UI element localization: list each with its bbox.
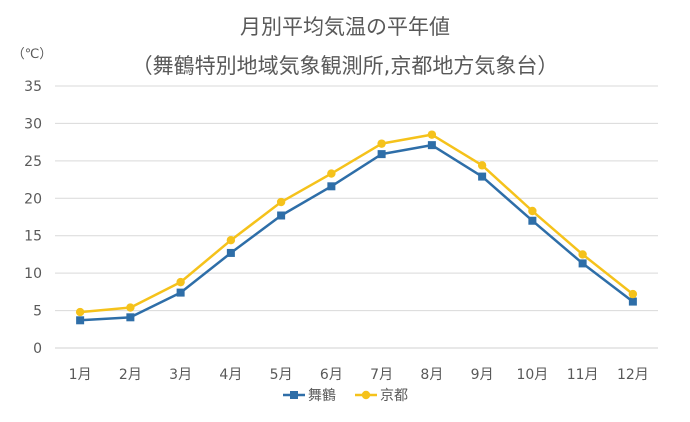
x-tick-label: 7月 [370,367,393,383]
y-tick-label: 0 [33,341,42,357]
legend-item: 京都 [355,388,408,404]
legend-item: 舞鶴 [283,387,336,404]
data-point [176,277,185,287]
data-point [76,316,85,325]
data-point [578,250,587,259]
y-tick-label: 15 [24,229,42,245]
data-point [226,248,235,257]
series-layer [75,130,638,325]
y-tick-label: 20 [24,191,42,207]
legend-marker [290,391,298,399]
data-point [528,216,537,225]
data-point [628,297,637,306]
y-axis-ticks: 0 5 10 15 20 25 30 35 [24,79,42,357]
data-point [277,211,286,220]
data-point [477,161,487,170]
data-point [327,169,336,178]
series-1 [76,141,637,325]
x-tick-label: 8月 [420,367,443,383]
data-point [176,288,185,297]
data-point [126,313,135,322]
y-tick-label: 35 [24,79,42,95]
data-point [528,206,537,216]
data-point [578,259,587,268]
x-axis-ticks: 1月 2月 3月 4月 5月 6月 7月 8月 9月 10月 11月 12月 [69,367,649,383]
x-tick-label: 4月 [219,367,242,383]
legend-label: 舞鶴 [308,387,336,404]
legend-label: 京都 [380,388,408,404]
x-tick-label: 9月 [471,367,494,383]
data-point [427,141,436,150]
data-point [276,197,286,207]
data-point [327,182,336,191]
chart-subtitle: （舞鶴特別地域気象観測所,京都地方気象台） [132,54,559,78]
x-tick-label: 3月 [169,367,192,383]
x-tick-label: 12月 [617,367,649,383]
data-point [628,289,638,299]
data-point [427,130,437,139]
x-tick-label: 10月 [516,367,548,383]
x-tick-label: 1月 [69,367,92,383]
y-tick-label: 5 [33,304,42,320]
y-tick-label: 10 [24,266,42,282]
x-tick-label: 11月 [567,367,599,383]
y-tick-label: 30 [24,116,42,132]
x-tick-label: 6月 [320,367,343,383]
y-axis-unit-label: （℃） [12,47,53,62]
data-point [126,303,135,312]
data-point [478,172,487,181]
x-tick-label: 5月 [270,367,293,383]
gridlines [55,85,658,349]
x-tick-label: 2月 [119,367,142,383]
y-tick-label: 25 [24,154,42,170]
data-point [377,150,386,159]
data-point [377,139,386,148]
legend: 舞鶴 京都 [283,387,408,404]
series-line [80,133,634,314]
series-line [80,143,634,322]
series-2 [75,130,638,317]
data-point [75,307,85,317]
chart-title: 月別平均気温の平年値 [240,15,450,39]
legend-marker [361,390,371,400]
data-point [226,236,236,245]
